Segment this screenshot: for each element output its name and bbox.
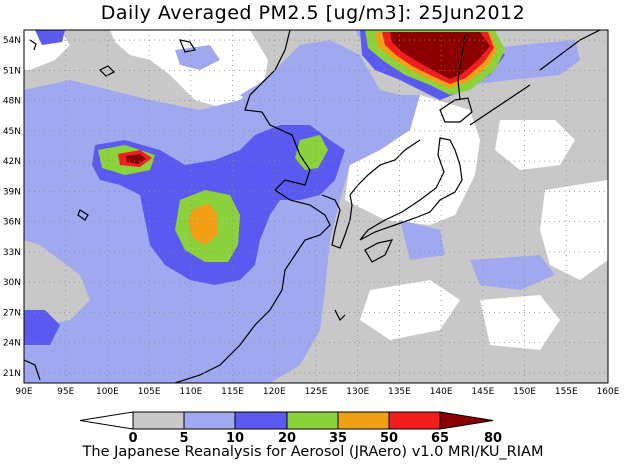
- lat-tick-label: 42N: [3, 157, 21, 167]
- lat-tick-label: 33N: [3, 248, 21, 258]
- colorbar-level-label: 65: [431, 431, 449, 446]
- colorbar-segment: [79, 411, 134, 430]
- colorbar-level-label: 5: [179, 431, 188, 446]
- colorbar-segment: [286, 411, 339, 430]
- colorbar-segment: [183, 411, 236, 430]
- lat-tick-label: 21N: [3, 369, 21, 379]
- colorbar-segment: [132, 411, 185, 430]
- colorbar-level-label: 10: [226, 431, 244, 446]
- colorbar-segment: [388, 411, 441, 430]
- lon-tick-label: 95E: [57, 387, 74, 397]
- colorbar-level-label: 50: [380, 431, 398, 446]
- lat-tick-label: 54N: [3, 36, 21, 46]
- lat-tick-label: 48N: [3, 97, 21, 107]
- lon-tick-label: 130E: [346, 387, 369, 397]
- lat-tick-label: 30N: [3, 278, 21, 288]
- lon-tick-label: 135E: [388, 387, 411, 397]
- colorbar-segment: [337, 411, 390, 430]
- colorbar-level-label: 0: [128, 431, 137, 446]
- lon-tick-label: 155E: [555, 387, 578, 397]
- lon-tick-label: 115E: [221, 387, 244, 397]
- lat-tick-label: 36N: [3, 218, 21, 228]
- lon-tick-label: 90E: [15, 387, 32, 397]
- latitude-labels: 21N 24N 27N 30N 33N 36N 39N 42N 45N 48N 51N 54N: [3, 36, 21, 379]
- footer-credit: The Japanese Reanalysis for Aerosol (JRA…: [82, 444, 544, 460]
- colorbar: 0 5 10 20 35 50 65 80: [79, 411, 502, 446]
- lon-tick-label: 125E: [305, 387, 328, 397]
- lat-tick-label: 51N: [3, 66, 21, 76]
- lon-tick-label: 100E: [96, 387, 119, 397]
- lat-tick-label: 39N: [3, 187, 21, 197]
- lon-tick-label: 120E: [263, 387, 286, 397]
- lon-tick-label: 105E: [138, 387, 161, 397]
- lon-tick-label: 150E: [513, 387, 536, 397]
- lat-tick-label: 27N: [3, 308, 21, 318]
- lon-tick-label: 145E: [471, 387, 494, 397]
- field-above-80: [126, 32, 490, 164]
- longitude-labels: 90E 95E 100E 105E 110E 115E 120E 125E 130E 135E 14…: [15, 387, 619, 397]
- map-title: Daily Averaged PM2.5 [ug/m3]: 25Jun2012: [100, 2, 526, 24]
- coastlines: [24, 30, 601, 383]
- colorbar-segment: [234, 411, 288, 430]
- colorbar-level-label: 35: [329, 431, 347, 446]
- lon-tick-label: 140E: [430, 387, 453, 397]
- plot-frame: [23, 29, 609, 384]
- colorbar-segment: [439, 411, 494, 430]
- colorbar-level-label: 20: [278, 431, 296, 446]
- lon-tick-label: 160E: [597, 387, 620, 397]
- lat-tick-label: 24N: [3, 339, 21, 349]
- colorbar-level-label: 80: [484, 431, 502, 446]
- lat-tick-label: 45N: [3, 127, 21, 137]
- lon-tick-label: 110E: [179, 387, 202, 397]
